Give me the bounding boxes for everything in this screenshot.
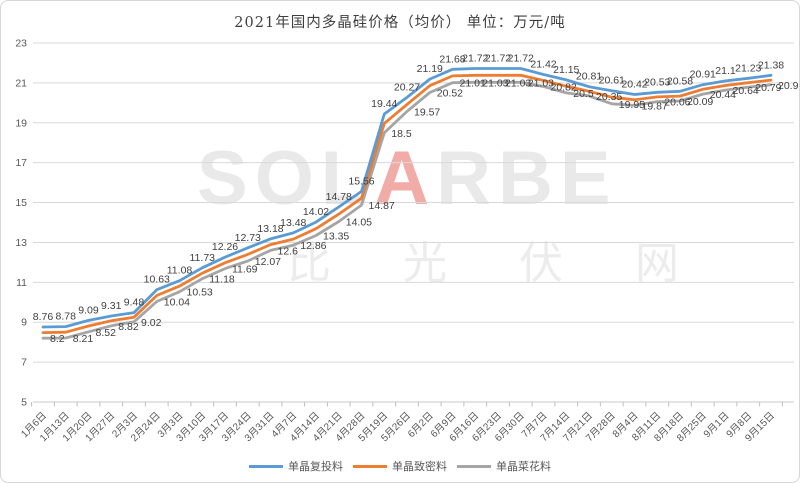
data-label: 20.64	[733, 85, 759, 97]
data-label: 20.44	[710, 89, 736, 101]
data-label: 21.38	[758, 59, 784, 71]
data-label: 21.15	[553, 64, 579, 76]
chart-title: 2021年国内多晶硅价格（均价） 单位：万元/吨	[234, 15, 566, 31]
data-label: 12.6	[278, 245, 299, 257]
y-axis-label: 19	[15, 117, 27, 129]
series-line-1[interactable]	[41, 73, 773, 335]
y-axis-label: 21	[15, 77, 27, 89]
data-label: 21.03	[505, 77, 531, 89]
series-line-2[interactable]	[41, 80, 773, 340]
y-axis-label: 7	[21, 357, 27, 369]
chinese-watermark: 比光伏网	[287, 238, 751, 289]
data-label: 21.72	[462, 53, 488, 65]
legend-label: 单晶菜花料	[496, 461, 551, 473]
data-label: 8.76	[33, 311, 54, 323]
data-label: 21.42	[530, 59, 556, 71]
data-label: 20.9	[778, 80, 799, 92]
data-label: 20.53	[644, 76, 670, 88]
y-axis-label: 9	[21, 317, 27, 329]
data-label: 9.31	[101, 300, 122, 312]
data-label: 20.52	[437, 87, 463, 99]
data-label: 14.87	[369, 200, 395, 212]
data-label: 20.06	[664, 97, 690, 109]
data-label: 8.52	[96, 327, 117, 339]
data-label: 19.95	[619, 99, 645, 111]
data-label: 20.82	[551, 81, 577, 93]
data-label: 11.73	[190, 252, 216, 264]
data-label: 21.1	[715, 65, 736, 77]
data-label: 20.5	[573, 88, 594, 100]
legend-item-futouliao[interactable]: 单晶复投料	[249, 458, 343, 474]
y-axis-label: 5	[21, 397, 27, 409]
y-axis-label: 15	[15, 197, 27, 209]
data-label: 21.19	[417, 63, 443, 75]
data-label: 20.58	[667, 75, 693, 87]
data-label: 20.42	[621, 78, 647, 90]
legend-item-zhimiliao[interactable]: 单晶致密料	[353, 458, 447, 474]
y-axis-label: 13	[15, 237, 27, 249]
data-label: 20.09	[687, 96, 713, 108]
data-label: 14.05	[346, 217, 372, 229]
series-line-0[interactable]	[41, 67, 773, 329]
legend-line-icon	[457, 464, 491, 468]
data-label: 21.23	[735, 62, 761, 74]
data-label: 13.35	[323, 230, 349, 242]
data-label: 20.61	[599, 75, 625, 87]
data-label: 19.57	[414, 106, 440, 118]
data-label: 20.35	[596, 91, 622, 103]
data-label: 11.08	[167, 265, 193, 277]
data-label: 19.44	[371, 98, 397, 110]
data-label: 21.72	[508, 53, 534, 65]
data-label: 10.53	[187, 287, 213, 299]
watermark-accent-letter: A	[374, 136, 437, 221]
data-label: 8.82	[118, 321, 139, 333]
data-label: 21.68	[439, 53, 465, 65]
data-label: 10.04	[164, 296, 190, 308]
data-label: 11.18	[209, 274, 235, 286]
legend-line-icon	[249, 464, 283, 468]
legend-label: 单晶致密料	[392, 461, 447, 473]
data-label: 20.81	[576, 71, 602, 83]
data-label: 14.78	[326, 191, 352, 203]
watermark-text-right: RBE	[436, 136, 618, 221]
data-label: 18.5	[391, 128, 412, 140]
solarbe-watermark: SOLARBE	[197, 135, 618, 222]
data-label: 12.86	[300, 240, 326, 252]
data-label: 14.02	[303, 206, 329, 218]
data-label: 20.27	[394, 81, 420, 93]
data-label: 15.56	[348, 175, 374, 187]
chart-legend: 单晶复投料 单晶致密料 单晶菜花料	[1, 458, 799, 474]
data-label: 21.03	[482, 77, 508, 89]
data-label: 20.91	[690, 69, 716, 81]
data-label: 20.79	[755, 82, 781, 94]
data-label: 12.07	[255, 256, 281, 268]
data-label: 10.63	[144, 274, 170, 286]
y-axis-label: 11	[16, 277, 27, 289]
data-label: 8.21	[73, 333, 94, 345]
legend-line-icon	[353, 464, 387, 468]
data-label: 9.09	[78, 304, 99, 316]
data-label: 13.48	[280, 217, 306, 229]
y-axis-label: 17	[15, 157, 27, 169]
data-label: 21.01	[460, 78, 486, 90]
data-label: 9.02	[141, 317, 162, 329]
data-label: 9.48	[124, 297, 145, 309]
legend-item-caihualiao[interactable]: 单晶菜花料	[457, 458, 551, 474]
data-label: 21.03	[528, 77, 554, 89]
data-label: 12.26	[212, 241, 238, 253]
data-label: 11.69	[232, 264, 258, 276]
data-label: 8.2	[50, 333, 65, 345]
data-label: 8.78	[56, 311, 77, 323]
data-label: 21.72	[485, 53, 511, 65]
data-label: 13.18	[257, 223, 283, 235]
y-axis-label: 23	[15, 38, 27, 50]
legend-label: 单晶复投料	[288, 461, 343, 473]
data-label: 19.87	[642, 100, 668, 112]
data-label: 12.73	[235, 232, 261, 244]
